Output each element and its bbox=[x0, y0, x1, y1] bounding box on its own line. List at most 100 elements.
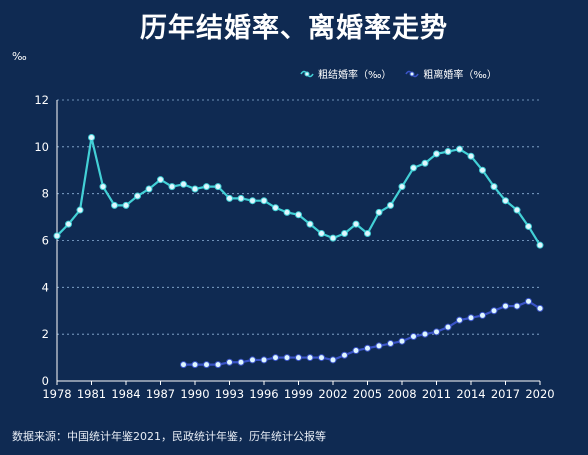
data-point-1-2007 bbox=[387, 340, 394, 348]
data-point-0-2009 bbox=[410, 164, 417, 172]
x-tick-label-2011: 2011 bbox=[422, 387, 451, 401]
data-point-0-2020 bbox=[536, 241, 544, 249]
legend-marker-divorce-icon bbox=[405, 70, 420, 77]
data-point-1-2008 bbox=[398, 337, 406, 345]
data-point-1-2020 bbox=[536, 304, 544, 312]
data-point-0-1997 bbox=[272, 204, 279, 212]
x-tick-label-2002: 2002 bbox=[318, 387, 347, 401]
x-tick-label-1999: 1999 bbox=[284, 387, 313, 401]
data-point-0-1994 bbox=[237, 194, 245, 202]
data-point-0-1982 bbox=[99, 183, 107, 191]
legend-label-divorce: 粗离婚率（‰） bbox=[423, 70, 497, 81]
data-point-1-2018 bbox=[513, 302, 521, 310]
x-tick-label-2017: 2017 bbox=[491, 387, 520, 401]
series-line-0 bbox=[56, 136, 541, 246]
data-point-0-2015 bbox=[479, 166, 486, 174]
data-point-1-1996 bbox=[260, 356, 268, 364]
data-point-0-2000 bbox=[306, 220, 314, 228]
data-point-1-2004 bbox=[352, 347, 360, 355]
data-point-1-2014 bbox=[467, 314, 475, 322]
data-point-0-1978 bbox=[53, 232, 61, 240]
data-source-note: 数据来源：中国统计年鉴2021，民政统计年鉴，历年统计公报等 bbox=[12, 430, 326, 443]
data-point-0-2013 bbox=[456, 145, 463, 153]
data-point-0-1992 bbox=[214, 183, 222, 191]
data-point-0-1998 bbox=[283, 208, 291, 216]
y-tick-label-2: 2 bbox=[42, 327, 49, 341]
data-point-0-2001 bbox=[318, 229, 325, 237]
data-point-0-2008 bbox=[398, 183, 406, 191]
x-tick-label-1981: 1981 bbox=[77, 387, 106, 401]
data-point-0-2006 bbox=[375, 208, 383, 216]
legend-item-marriage: 粗结婚率（‰） bbox=[300, 66, 391, 81]
data-point-0-1983 bbox=[111, 201, 118, 209]
x-tick-label-2014: 2014 bbox=[456, 387, 485, 401]
data-point-0-2016 bbox=[490, 183, 498, 191]
data-point-0-1985 bbox=[134, 192, 141, 200]
x-tick-label-1984: 1984 bbox=[111, 387, 140, 401]
data-point-0-1987 bbox=[157, 176, 164, 184]
x-tick-label-2005: 2005 bbox=[353, 387, 382, 401]
y-tick-label-6: 6 bbox=[42, 234, 49, 248]
data-point-0-2004 bbox=[352, 220, 360, 228]
x-tick-label-1978: 1978 bbox=[42, 387, 71, 401]
legend-label-marriage: 粗结婚率（‰） bbox=[318, 70, 392, 81]
data-point-1-2000 bbox=[306, 354, 314, 362]
data-point-1-1998 bbox=[283, 354, 291, 362]
data-point-1-2016 bbox=[490, 307, 498, 315]
data-point-1-1997 bbox=[272, 354, 279, 362]
data-point-0-2018 bbox=[513, 206, 521, 214]
data-point-1-1991 bbox=[203, 361, 210, 369]
data-point-1-2017 bbox=[502, 302, 509, 310]
data-point-0-2012 bbox=[444, 148, 452, 156]
data-point-0-2019 bbox=[525, 222, 532, 230]
data-point-0-1999 bbox=[295, 211, 302, 219]
y-axis-unit: ‰ bbox=[12, 50, 27, 63]
x-tick-label-2008: 2008 bbox=[387, 387, 416, 401]
data-point-0-1986 bbox=[145, 185, 153, 193]
x-tick-label-1996: 1996 bbox=[249, 387, 278, 401]
data-point-0-2002 bbox=[329, 234, 337, 242]
data-point-0-2017 bbox=[502, 197, 509, 205]
data-point-1-1999 bbox=[295, 354, 302, 362]
data-point-0-2005 bbox=[364, 229, 371, 237]
data-point-0-1980 bbox=[76, 206, 84, 214]
legend: 粗结婚率（‰） 粗离婚率（‰） bbox=[300, 66, 497, 81]
data-point-1-2015 bbox=[479, 311, 486, 319]
series-line-1 bbox=[183, 300, 541, 366]
y-tick-label-8: 8 bbox=[42, 187, 49, 201]
data-point-1-1993 bbox=[226, 358, 233, 366]
data-point-1-2001 bbox=[318, 354, 325, 362]
data-point-0-1989 bbox=[180, 180, 187, 188]
x-tick-label-2020: 2020 bbox=[525, 387, 554, 401]
data-point-0-1990 bbox=[191, 185, 199, 193]
data-point-0-1988 bbox=[168, 183, 176, 191]
data-point-1-1994 bbox=[237, 358, 245, 366]
data-point-1-2003 bbox=[341, 351, 348, 359]
data-point-0-1991 bbox=[203, 183, 210, 191]
data-point-1-2002 bbox=[329, 356, 337, 364]
data-point-0-2011 bbox=[433, 150, 440, 158]
data-point-0-2010 bbox=[421, 159, 429, 167]
y-tick-label-12: 12 bbox=[34, 93, 49, 107]
y-tick-label-0: 0 bbox=[42, 374, 49, 388]
data-point-1-2011 bbox=[433, 328, 440, 336]
chart-title: 历年结婚率、离婚率走势 bbox=[140, 13, 448, 44]
data-point-1-1990 bbox=[191, 361, 199, 369]
data-point-0-1981 bbox=[88, 133, 95, 141]
data-point-1-2019 bbox=[525, 297, 532, 305]
legend-marker-marriage-icon bbox=[300, 70, 314, 77]
data-point-0-1996 bbox=[260, 197, 268, 205]
data-point-1-2005 bbox=[364, 344, 371, 352]
data-point-1-1992 bbox=[214, 361, 222, 369]
data-point-0-2003 bbox=[341, 229, 348, 237]
data-point-0-1984 bbox=[122, 201, 130, 209]
data-point-0-2014 bbox=[467, 152, 475, 160]
y-tick-label-10: 10 bbox=[34, 140, 49, 154]
data-point-1-2006 bbox=[375, 342, 383, 350]
data-point-0-1979 bbox=[65, 220, 72, 228]
data-point-1-2013 bbox=[456, 316, 463, 324]
x-tick-label-1990: 1990 bbox=[180, 387, 209, 401]
legend-item-divorce: 粗离婚率（‰） bbox=[405, 66, 497, 81]
data-point-1-2009 bbox=[410, 333, 417, 341]
